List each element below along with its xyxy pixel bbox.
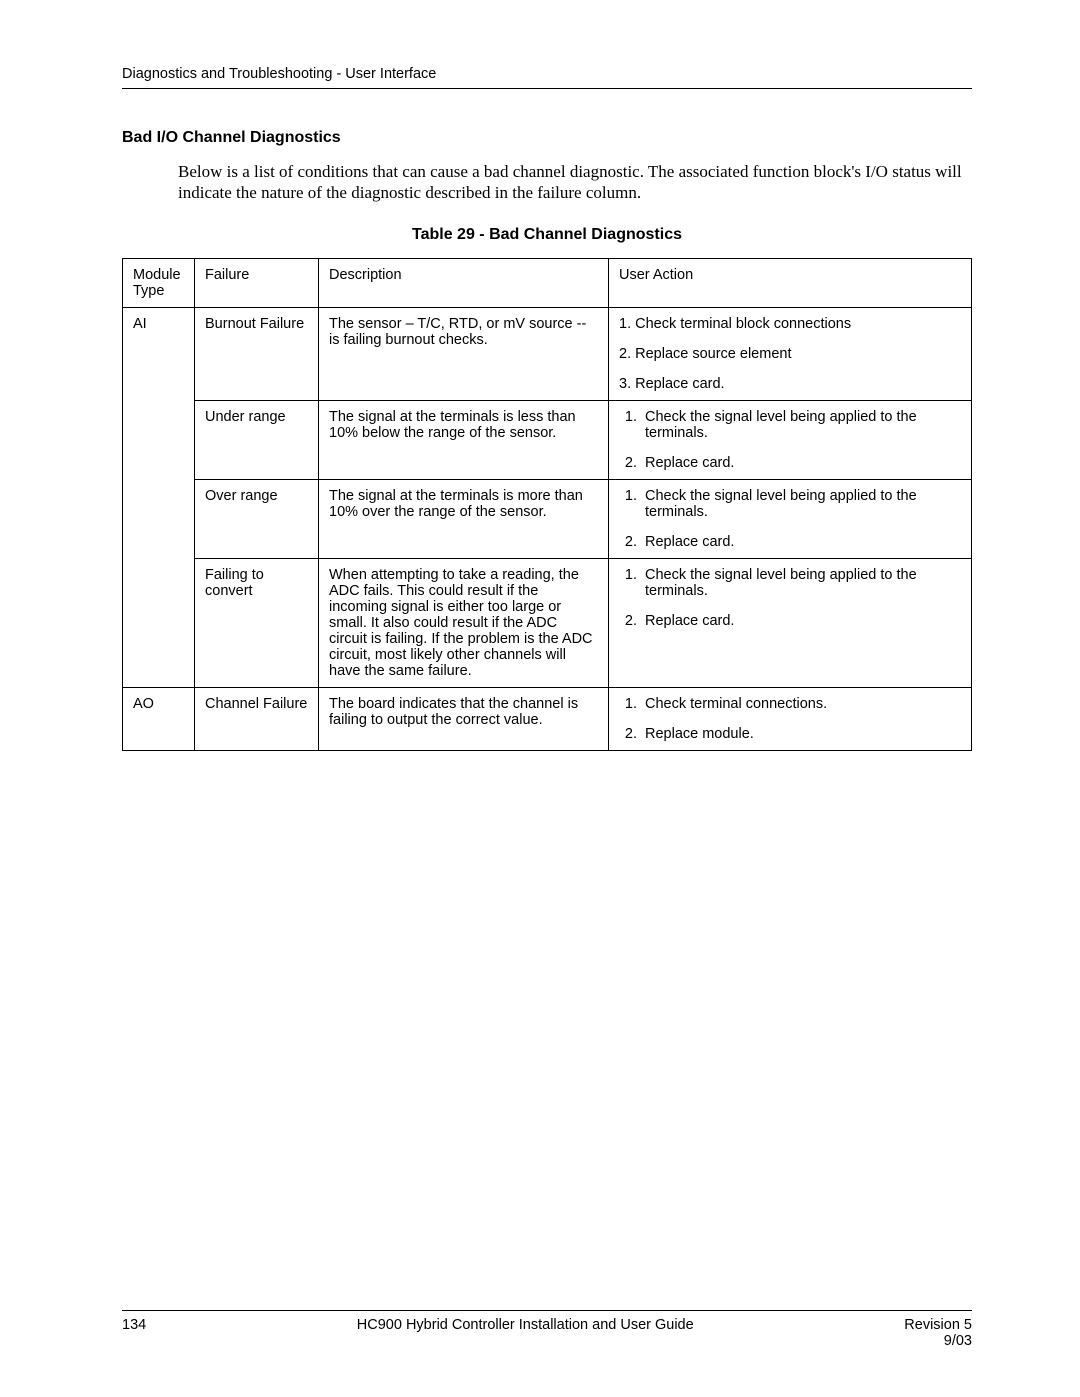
table-row: AIBurnout FailureThe sensor – T/C, RTD, … (123, 307, 972, 400)
cell-failure: Over range (195, 479, 319, 558)
cell-module-type: AO (123, 687, 195, 750)
footer-doc-title: HC900 Hybrid Controller Installation and… (357, 1317, 694, 1349)
cell-description: The signal at the terminals is more than… (319, 479, 609, 558)
footer-rule (122, 1310, 972, 1311)
user-action-item: Replace card. (641, 613, 961, 629)
table-row: Over rangeThe signal at the terminals is… (123, 479, 972, 558)
table-caption: Table 29 - Bad Channel Diagnostics (122, 226, 972, 244)
page-footer: 134 HC900 Hybrid Controller Installation… (122, 1310, 972, 1349)
cell-failure: Failing to convert (195, 558, 319, 687)
diagnostics-table: Module Type Failure Description User Act… (122, 258, 972, 751)
cell-failure: Channel Failure (195, 687, 319, 750)
cell-user-action: Check terminal connections. Replace modul… (609, 687, 972, 750)
cell-user-action: Check the signal level being applied to … (609, 558, 972, 687)
section-title: Bad I/O Channel Diagnostics (122, 129, 972, 147)
table-row: Under rangeThe signal at the terminals i… (123, 400, 972, 479)
cell-description: When attempting to take a reading, the A… (319, 558, 609, 687)
table-row: AOChannel FailureThe board indicates tha… (123, 687, 972, 750)
cell-module-type: AI (123, 307, 195, 687)
col-header-user-action: User Action (609, 258, 972, 307)
running-header: Diagnostics and Troubleshooting - User I… (122, 66, 972, 88)
footer-page-number: 134 (122, 1317, 146, 1349)
user-action-item: Check the signal level being applied to … (641, 409, 961, 441)
table-row: Failing to convertWhen attempting to tak… (123, 558, 972, 687)
col-header-description: Description (319, 258, 609, 307)
table-header-row: Module Type Failure Description User Act… (123, 258, 972, 307)
user-action-item: Replace card. (641, 455, 961, 471)
header-rule (122, 88, 972, 89)
cell-user-action: 1. Check terminal block connections 2. Re… (609, 307, 972, 400)
user-action-item: Check the signal level being applied to … (641, 567, 961, 599)
cell-description: The board indicates that the channel is … (319, 687, 609, 750)
footer-date: 9/03 (944, 1333, 972, 1349)
user-action-item: 1. Check terminal block connections (619, 316, 961, 332)
user-action-item: Check the signal level being applied to … (641, 488, 961, 520)
user-action-item: Replace card. (641, 534, 961, 550)
cell-user-action: Check the signal level being applied to … (609, 400, 972, 479)
cell-user-action: Check the signal level being applied to … (609, 479, 972, 558)
cell-failure: Burnout Failure (195, 307, 319, 400)
cell-failure: Under range (195, 400, 319, 479)
footer-revision: Revision 5 (904, 1317, 972, 1333)
intro-paragraph: Below is a list of conditions that can c… (178, 161, 972, 204)
user-action-item: 2. Replace source element (619, 346, 961, 362)
user-action-item: Check terminal connections. (641, 696, 961, 712)
user-action-item: Replace module. (641, 726, 961, 742)
user-action-item: 3. Replace card. (619, 376, 961, 392)
col-header-failure: Failure (195, 258, 319, 307)
cell-description: The signal at the terminals is less than… (319, 400, 609, 479)
cell-description: The sensor – T/C, RTD, or mV source -- i… (319, 307, 609, 400)
col-header-module: Module Type (123, 258, 195, 307)
